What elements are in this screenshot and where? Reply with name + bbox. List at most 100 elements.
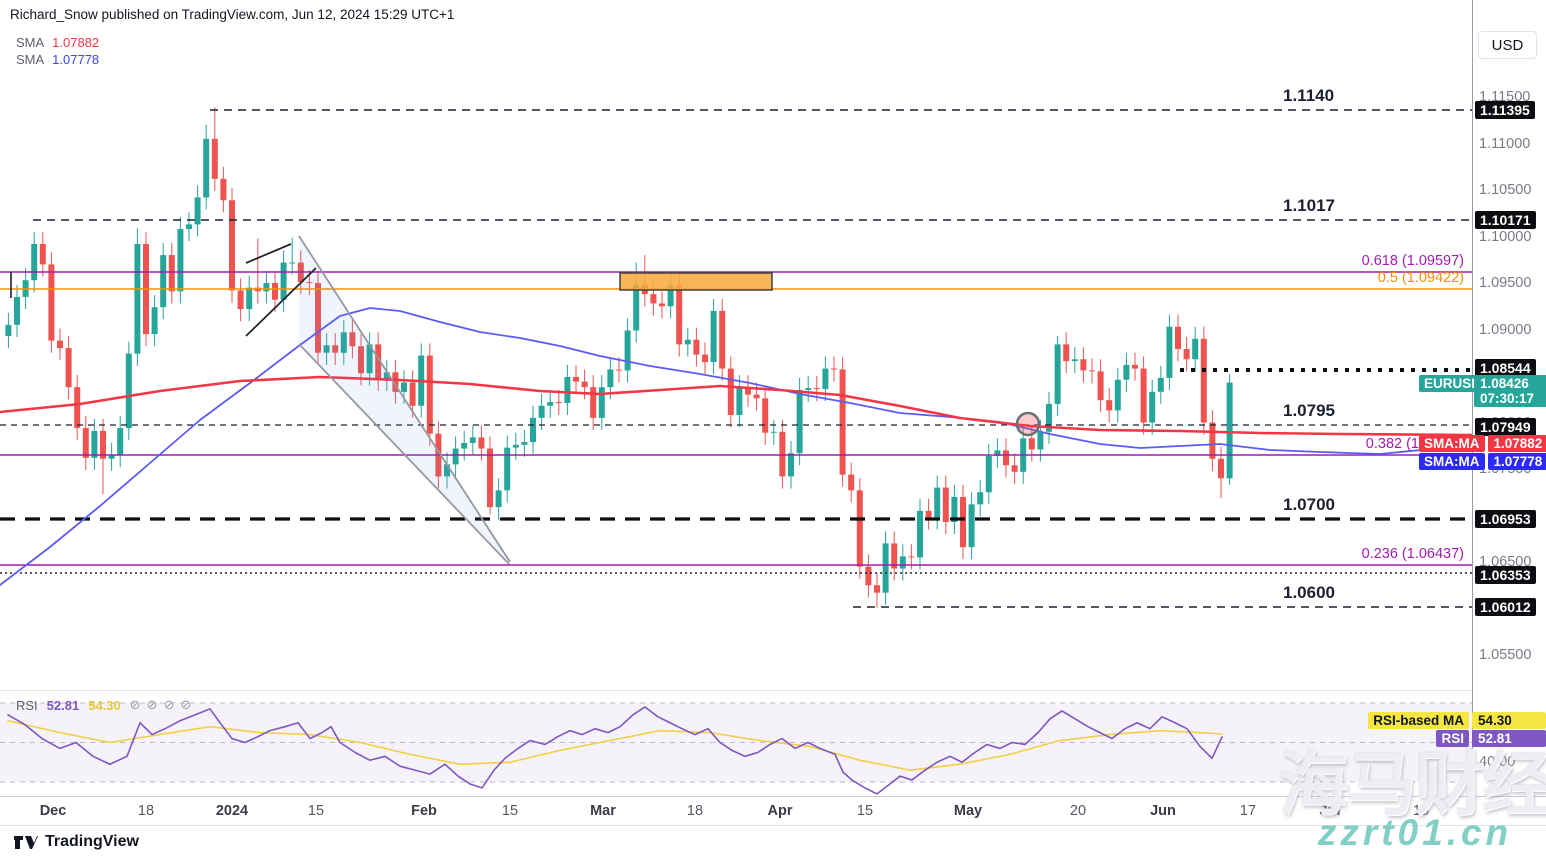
price-marker-1.10171: 1.10171 bbox=[1475, 211, 1536, 229]
rsi-legend-icons[interactable]: ⊘ ⊘ ⊘ ⊘ bbox=[130, 697, 198, 713]
candle-body bbox=[1166, 326, 1173, 378]
indicator-action-icon[interactable]: ⊘ bbox=[180, 697, 192, 712]
time-tick-15: 15 bbox=[501, 803, 519, 819]
sma-fast-value: 1.07882 bbox=[52, 35, 100, 50]
candle-body bbox=[1132, 364, 1138, 369]
sma-axis-badge: SMA:MA 1.07882 bbox=[1419, 435, 1546, 452]
candle-body bbox=[917, 510, 923, 558]
candle-body bbox=[1071, 359, 1078, 362]
publish-attribution: Richard_Snow published on TradingView.co… bbox=[10, 7, 455, 22]
candle-body bbox=[676, 284, 683, 345]
time-tick-15: 15 bbox=[1412, 803, 1430, 819]
candle-body bbox=[1157, 377, 1164, 392]
candle-body bbox=[1063, 344, 1070, 362]
candle-body bbox=[1114, 379, 1121, 411]
candle-body bbox=[745, 387, 751, 395]
supply-zone-box[interactable] bbox=[619, 272, 773, 291]
candle-body bbox=[409, 382, 416, 406]
rsi-pane-legend: RSI 52.81 54.30 ⊘ ⊘ ⊘ ⊘ bbox=[16, 697, 197, 713]
sma-legend-label: SMA bbox=[16, 52, 45, 67]
candle-body bbox=[272, 283, 278, 300]
candle-body bbox=[426, 355, 433, 434]
candle-body bbox=[315, 283, 321, 353]
candle-body bbox=[349, 332, 356, 347]
tradingview-logo-icon bbox=[14, 835, 38, 849]
time-tick-15: 15 bbox=[856, 803, 874, 819]
candle-body bbox=[994, 450, 1001, 456]
candle-body bbox=[487, 448, 493, 508]
candle-body bbox=[839, 369, 846, 475]
candle-body bbox=[1106, 400, 1113, 411]
candle-body bbox=[108, 455, 115, 459]
indicator-action-icon[interactable]: ⊘ bbox=[129, 697, 141, 712]
candle-body bbox=[1226, 382, 1233, 479]
descending-channel-line[interactable] bbox=[298, 235, 511, 563]
candle-body bbox=[1149, 391, 1156, 423]
candle-body bbox=[401, 382, 407, 392]
candle-body bbox=[555, 402, 562, 404]
indicator-action-icon[interactable]: ⊘ bbox=[163, 697, 175, 712]
candle-body bbox=[1054, 344, 1061, 404]
candle-body bbox=[770, 431, 777, 433]
candle-body bbox=[1011, 465, 1018, 472]
candle-body bbox=[461, 442, 468, 449]
candle-body bbox=[960, 496, 966, 548]
price-axis[interactable]: USD 1.11500 1.11000 1.10500 1.10000 1.09500 1… bbox=[1472, 0, 1546, 825]
price-marker-1.11395: 1.11395 bbox=[1475, 101, 1535, 119]
candle-body bbox=[375, 344, 382, 379]
bottom-toolbar: TradingView bbox=[0, 825, 1546, 857]
trend-line[interactable] bbox=[245, 243, 292, 264]
candle-body bbox=[848, 474, 855, 491]
descending-channel-line[interactable] bbox=[298, 343, 510, 565]
candle-body bbox=[891, 543, 898, 569]
candle-body bbox=[1028, 438, 1035, 450]
candle-body bbox=[908, 556, 915, 558]
indicator-action-icon[interactable]: ⊘ bbox=[146, 697, 158, 712]
time-axis[interactable]: Dec 18 2024 15 Feb 15 Mar 18 Apr 15 May 20 Jun 17 Jul 1… bbox=[0, 796, 1546, 826]
candle-body bbox=[831, 368, 837, 370]
time-tick-20: 20 bbox=[1069, 803, 1087, 819]
time-tick-18: 18 bbox=[686, 803, 704, 819]
sma-axis-badge: SMA:MA 1.07778 bbox=[1419, 453, 1546, 470]
candle-body bbox=[48, 264, 55, 341]
candle-body bbox=[57, 340, 63, 349]
candle-body bbox=[151, 307, 158, 335]
circle-marker[interactable] bbox=[1015, 411, 1041, 437]
candle-body bbox=[512, 444, 519, 448]
candle-body bbox=[684, 339, 691, 345]
price-marker-1.07949: 1.07949 bbox=[1475, 418, 1536, 436]
candle-body bbox=[1218, 458, 1224, 479]
sma-legend-label: SMA bbox=[16, 35, 45, 50]
candle-body bbox=[796, 389, 803, 454]
pane-divider[interactable] bbox=[0, 690, 1546, 691]
rsi-legend-label: RSI bbox=[16, 697, 38, 713]
rsi-ma-value: 54.30 bbox=[88, 697, 121, 713]
price-marker-1.08544: 1.08544 bbox=[1475, 359, 1536, 377]
candle-body bbox=[444, 464, 450, 477]
candle-body bbox=[753, 394, 760, 399]
candle-body bbox=[968, 504, 975, 548]
tradingview-logo-link[interactable]: TradingView bbox=[14, 833, 139, 851]
time-tick-Apr: Apr bbox=[767, 803, 793, 819]
tradingview-brand-text: TradingView bbox=[45, 833, 139, 850]
price-tick-1.11000: 1.11000 bbox=[1479, 135, 1531, 152]
candle-body bbox=[117, 428, 124, 456]
candle-body bbox=[1003, 450, 1009, 466]
currency-selector-button[interactable]: USD bbox=[1478, 31, 1537, 59]
candle-body bbox=[220, 178, 227, 201]
candle-body bbox=[1175, 326, 1181, 350]
candle-body bbox=[358, 346, 364, 374]
candle-body bbox=[882, 543, 889, 593]
rsi-axis-badge: RSI 52.81 bbox=[1186, 730, 1546, 747]
candle-body bbox=[100, 430, 106, 459]
time-tick-18: 18 bbox=[137, 803, 155, 819]
candle-body bbox=[530, 417, 536, 443]
candle-body bbox=[237, 290, 244, 310]
price-tick-1.10000: 1.10000 bbox=[1479, 228, 1532, 245]
sma-slow-line bbox=[0, 307, 1473, 586]
trend-line[interactable] bbox=[245, 267, 317, 337]
candle-body bbox=[1200, 338, 1207, 423]
candle-body bbox=[925, 510, 932, 518]
